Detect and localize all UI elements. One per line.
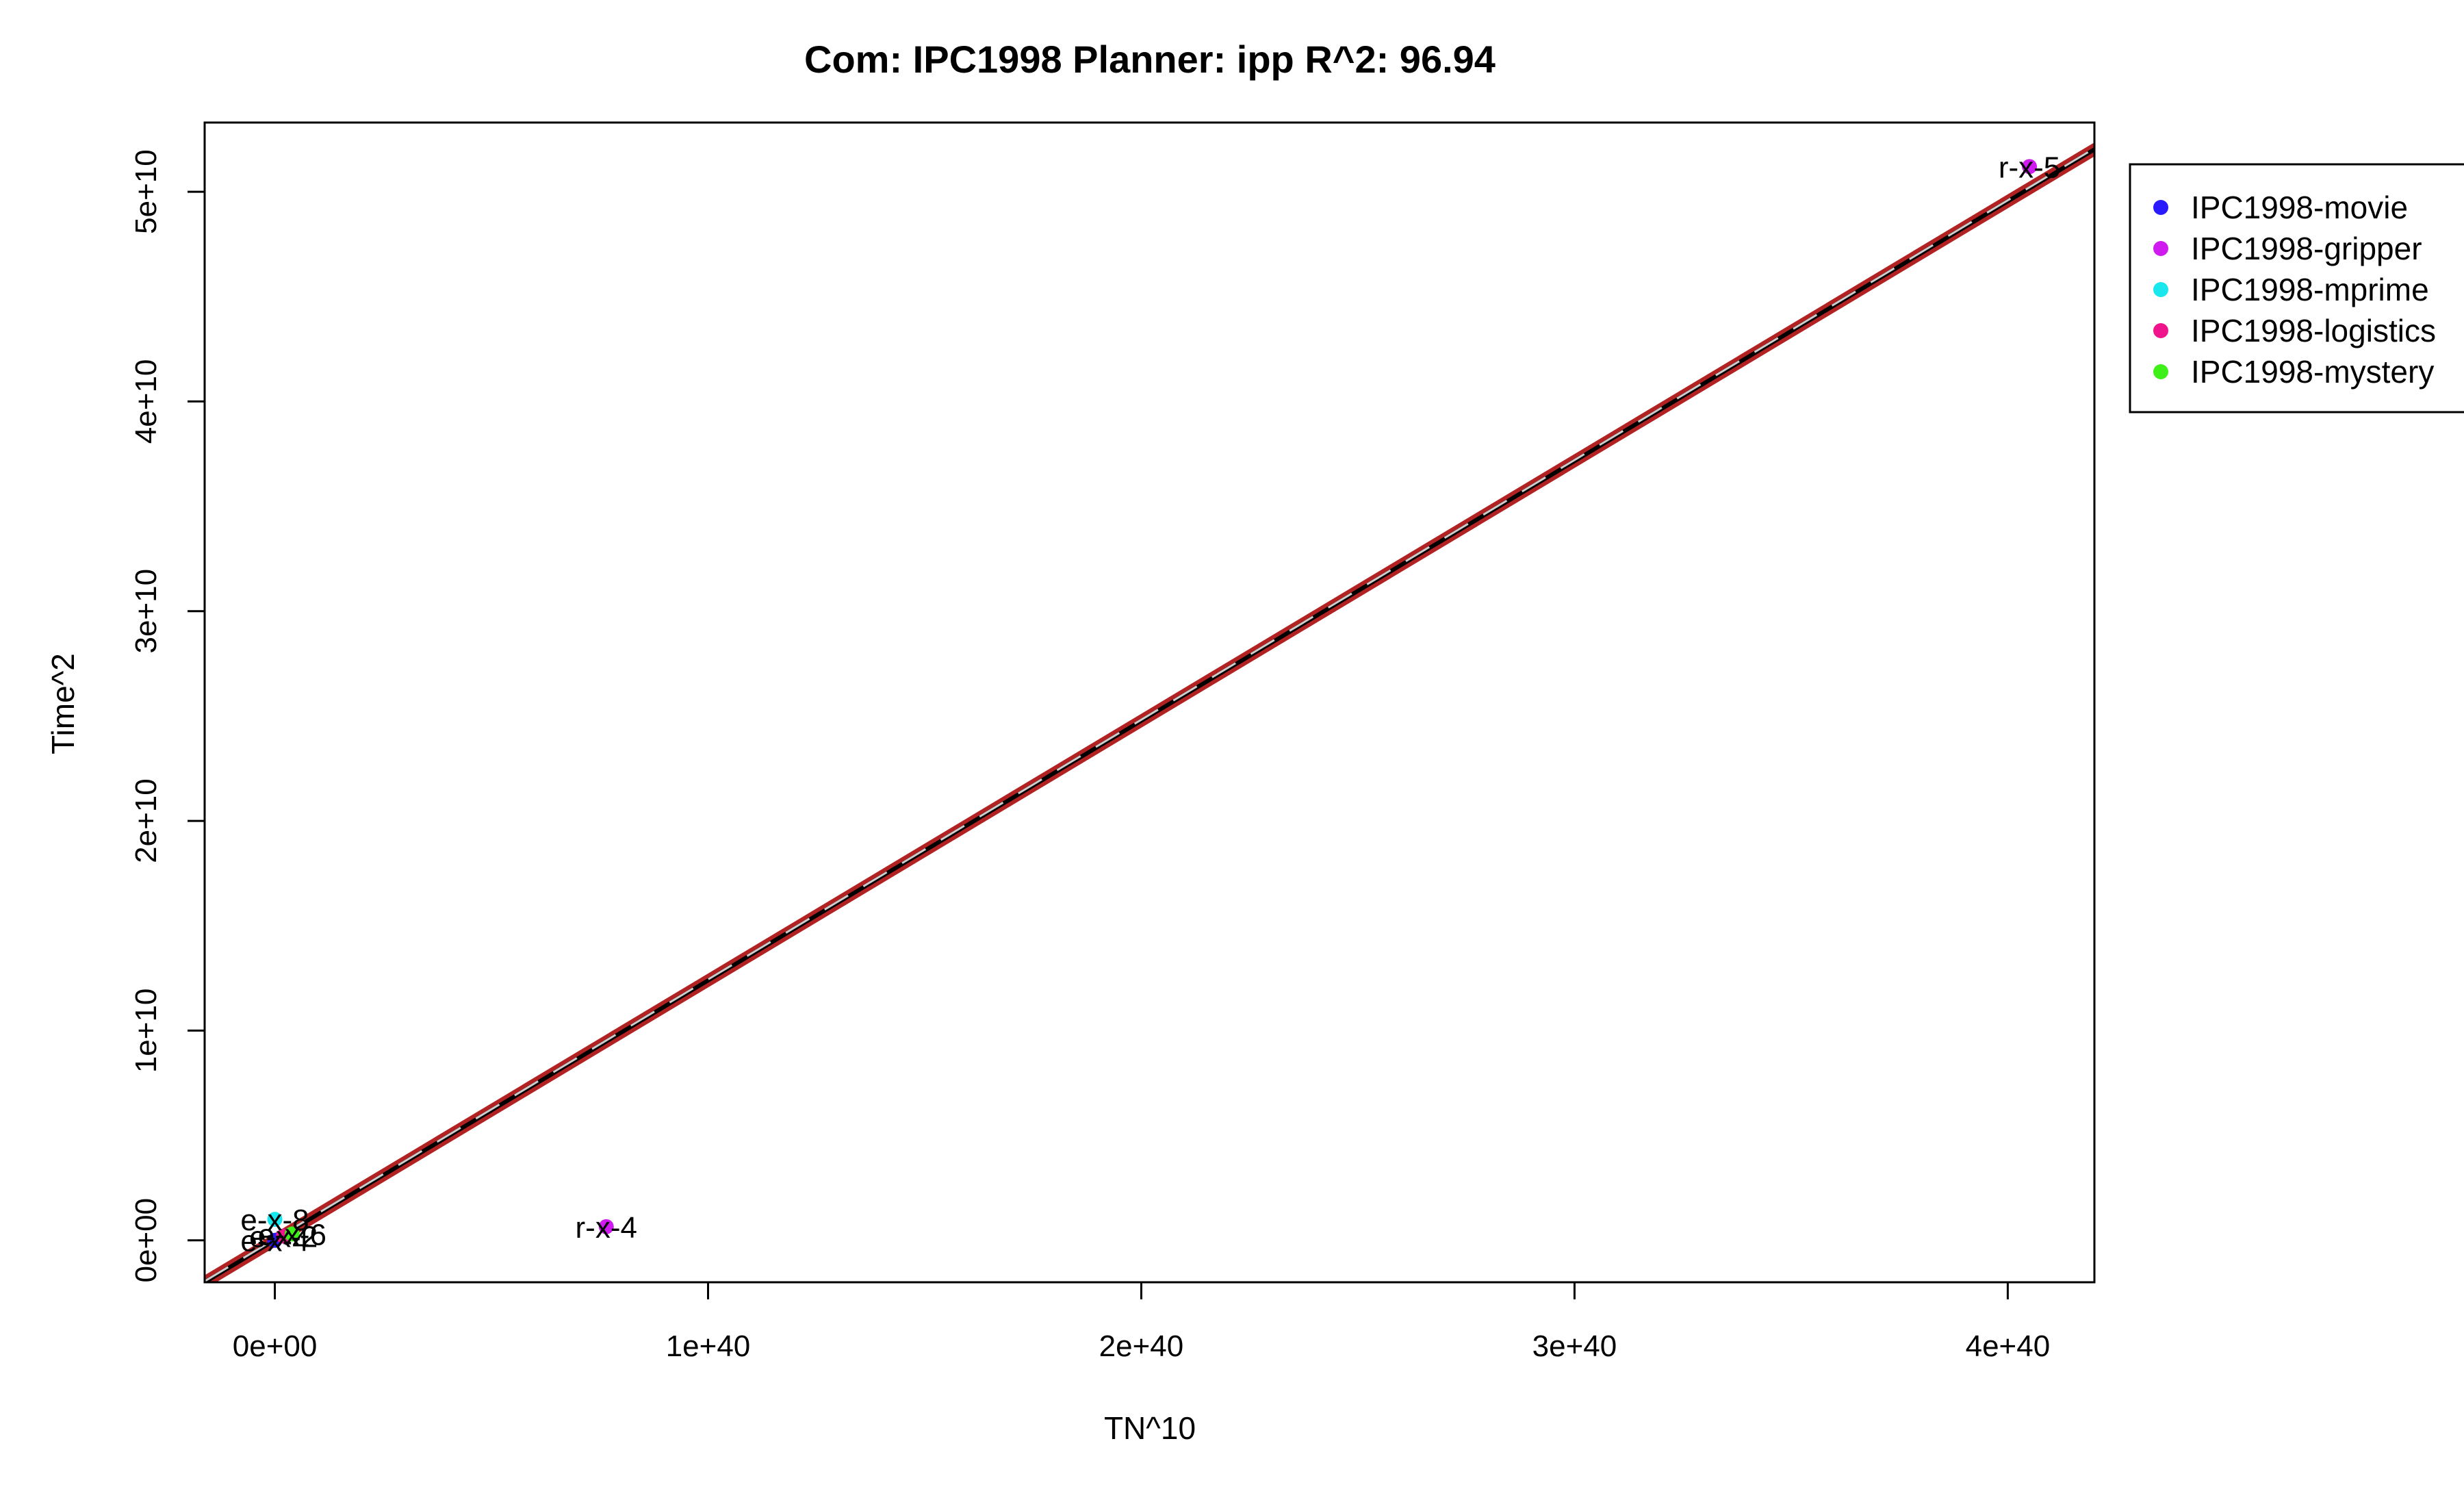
x-tick-label: 1e+40 <box>666 1329 751 1363</box>
data-points <box>267 159 2038 1248</box>
data-point <box>598 1219 614 1234</box>
point-label: e-x-6 <box>258 1219 326 1252</box>
y-tick-label: 5e+10 <box>129 149 163 234</box>
chart-title: Com: IPC1998 Planner: ipp R^2: 96.94 <box>804 38 1496 81</box>
point-labels: e-x-4 r-x-5 r-x-4 e-x-8e-x-2e-x-6 <box>240 151 2060 1258</box>
fit-line-2 <box>207 151 2094 1282</box>
fit-line-1 <box>205 143 2094 1280</box>
legend-label: IPC1998-logistics <box>2191 313 2436 348</box>
y-tick-label: 1e+10 <box>129 989 163 1073</box>
x-tick-label: 4e+40 <box>1966 1329 2051 1363</box>
point-label: e-x-8 <box>240 1204 309 1237</box>
data-point <box>2022 159 2038 175</box>
point-label: r-x-5 <box>1999 151 2060 184</box>
point-label: r-x-4 <box>576 1211 637 1245</box>
x-tick-label: 2e+40 <box>1099 1329 1184 1363</box>
legend-marker <box>2153 282 2168 297</box>
y-tick-label: 3e+10 <box>129 569 163 654</box>
x-axis: 0e+00 1e+40 2e+40 3e+40 4e+40 <box>233 1281 2051 1363</box>
legend-label: IPC1998-mprime <box>2191 272 2429 307</box>
data-point <box>284 1226 300 1242</box>
legend-marker <box>2153 200 2168 215</box>
y-axis-label: Time^2 <box>45 653 81 754</box>
x-axis-label: TN^10 <box>1104 1410 1196 1446</box>
point-label: e-x-4 <box>240 1225 309 1258</box>
data-point <box>267 1212 283 1227</box>
fit-line-4 <box>205 147 2094 1282</box>
y-tick-label: 2e+10 <box>129 778 163 863</box>
legend-label: IPC1998-movie <box>2191 190 2408 225</box>
y-tick-label: 0e+00 <box>129 1198 163 1283</box>
legend-label: IPC1998-mystery <box>2191 354 2434 390</box>
legend: IPC1998-movie IPC1998-gripper IPC1998-mpri… <box>2129 163 2464 413</box>
legend-label: IPC1998-gripper <box>2191 231 2422 266</box>
legend-marker <box>2153 241 2168 256</box>
legend-box <box>2129 163 2464 413</box>
fit-lines <box>205 143 2094 1282</box>
point-label: e-x-2 <box>249 1221 318 1254</box>
legend-marker <box>2153 323 2168 338</box>
y-axis: 0e+00 1e+10 2e+10 3e+10 4e+10 5e+10 <box>129 149 206 1283</box>
legend-marker <box>2153 364 2168 379</box>
x-tick-label: 3e+40 <box>1532 1329 1617 1363</box>
y-tick-label: 4e+10 <box>129 359 163 444</box>
x-tick-label: 0e+00 <box>233 1329 318 1363</box>
